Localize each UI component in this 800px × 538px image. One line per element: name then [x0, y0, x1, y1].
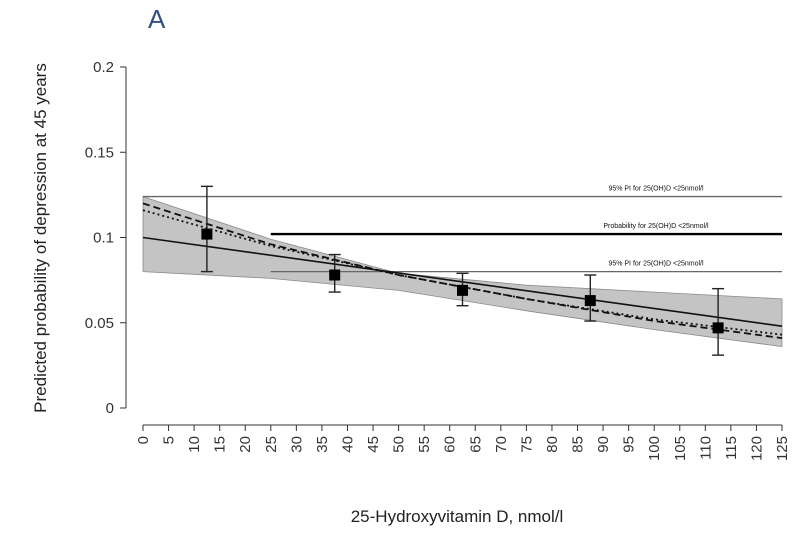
data-point — [584, 295, 596, 307]
x-tick-label: 55 — [416, 436, 433, 453]
x-tick-label: 50 — [391, 436, 408, 453]
x-tick-label: 105 — [672, 436, 689, 461]
y-tick-label: 0.2 — [93, 59, 114, 76]
reference-label-mid: Probability for 25(OH)D <25nmol/l — [603, 223, 709, 230]
y-tick-label: 0.05 — [85, 315, 114, 332]
x-tick-label: 10 — [186, 436, 203, 453]
x-tick-label: 45 — [365, 436, 382, 453]
series-dotted — [142, 209, 783, 336]
x-tick-label: 115 — [723, 436, 740, 460]
x-tick-label: 100 — [646, 436, 663, 461]
x-axis-title: 25-Hydroxyvitamin D, nmol/l — [351, 507, 564, 526]
y-tick-label: 0.15 — [85, 144, 114, 161]
x-tick-label: 120 — [748, 436, 765, 461]
data-point — [712, 322, 724, 334]
x-tick-label: 25 — [263, 436, 280, 453]
x-tick-label: 95 — [621, 436, 638, 453]
reference-label-upper: 95% PI for 25(OH)D <25nmol/l — [608, 186, 704, 193]
x-tick-label: 35 — [314, 436, 331, 453]
y-axis-title: Predicted probability of depression at 4… — [31, 63, 50, 413]
data-point — [457, 284, 468, 296]
x-tick-label: 110 — [697, 436, 714, 460]
reference-label-lower: 95% PI for 25(OH)D <25nmol/l — [608, 261, 704, 268]
data-point — [329, 269, 341, 281]
panel-label: A — [148, 4, 166, 34]
x-tick-label: 65 — [467, 436, 484, 453]
x-tick-label: 70 — [493, 436, 510, 453]
x-tick-label: 75 — [518, 436, 535, 453]
x-tick-label: 40 — [339, 436, 356, 453]
x-tick-label: 0 — [135, 436, 152, 444]
x-tick-label: 30 — [288, 436, 305, 453]
y-tick-label: 0 — [106, 400, 114, 417]
x-tick-label: 90 — [595, 436, 612, 453]
data-point — [201, 228, 213, 240]
x-tick-label: 125 — [774, 436, 791, 461]
x-tick-label: 85 — [570, 436, 587, 453]
x-tick-label: 80 — [544, 436, 561, 453]
x-tick-label: 60 — [442, 436, 459, 453]
x-tick-label: 20 — [237, 436, 254, 453]
x-tick-label: 5 — [161, 436, 178, 444]
plot-area: 95% PI for 25(OH)D <25nmol/l Probability … — [85, 59, 791, 461]
y-tick-label: 0.1 — [93, 230, 114, 247]
x-tick-label: 15 — [212, 436, 229, 453]
